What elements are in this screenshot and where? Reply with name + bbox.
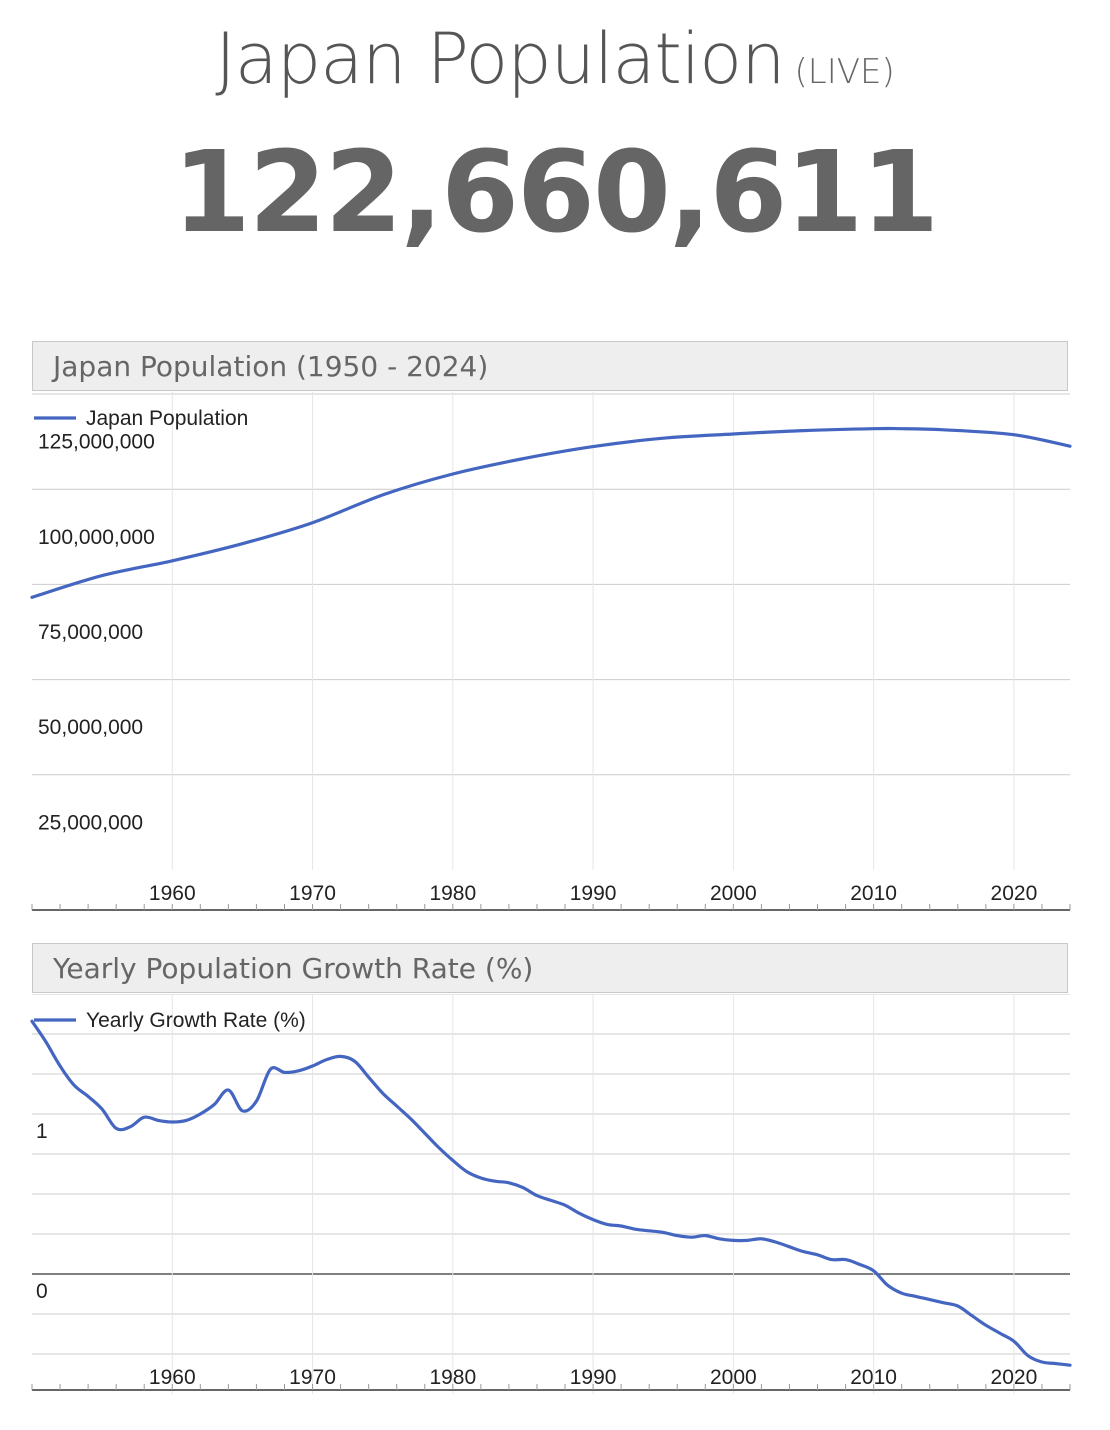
x-tick-label: 1990: [570, 882, 617, 905]
live-label: (LIVE): [794, 52, 895, 92]
y-tick-label: 125,000,000: [38, 431, 155, 454]
y-tick-label: 50,000,000: [38, 716, 143, 739]
legend-label: Yearly Growth Rate (%): [86, 1009, 306, 1032]
x-tick-label: 2010: [850, 1366, 897, 1389]
x-tick-label: 1970: [289, 1366, 336, 1389]
population-chart: 25,000,000 50,000,000 75,000,000 100,000,00…: [30, 392, 1072, 911]
x-tick-label: 1980: [429, 882, 476, 905]
x-tick-label: 1980: [429, 1366, 476, 1389]
y-tick-label: 25,000,000: [38, 811, 143, 834]
page-title-text: Japan Population: [215, 18, 785, 100]
y-tick-label: 75,000,000: [38, 621, 143, 644]
series-line: [30, 426, 1072, 599]
page-title: Japan Population (LIVE): [0, 18, 1110, 100]
population-chart-header: Japan Population (1950 - 2024): [32, 341, 1068, 391]
growth-rate-chart-header: Yearly Population Growth Rate (%): [32, 943, 1068, 993]
x-tick-label: 2000: [710, 1366, 757, 1389]
x-tick-label: 2000: [710, 882, 757, 905]
live-population-counter: 122,660,611: [172, 128, 939, 258]
x-tick-label: 2010: [850, 882, 897, 905]
series-line: [30, 1019, 1072, 1367]
x-tick-label: 2020: [991, 1366, 1038, 1389]
x-tick-label: 1960: [149, 1366, 196, 1389]
x-tick-label: 1970: [289, 882, 336, 905]
x-tick-label: 2020: [991, 882, 1038, 905]
x-tick-label: 1960: [149, 882, 196, 905]
x-tick-label: 1990: [570, 1366, 617, 1389]
legend-label: Japan Population: [86, 407, 248, 430]
y-tick-label: 100,000,000: [38, 526, 155, 549]
y-tick-label: 0: [36, 1280, 48, 1303]
growth-rate-chart: 0 1 1960 1970 1980 1990 2000 2010 2020 Yearly Gro…: [30, 994, 1072, 1394]
y-tick-label: 1: [36, 1120, 48, 1143]
